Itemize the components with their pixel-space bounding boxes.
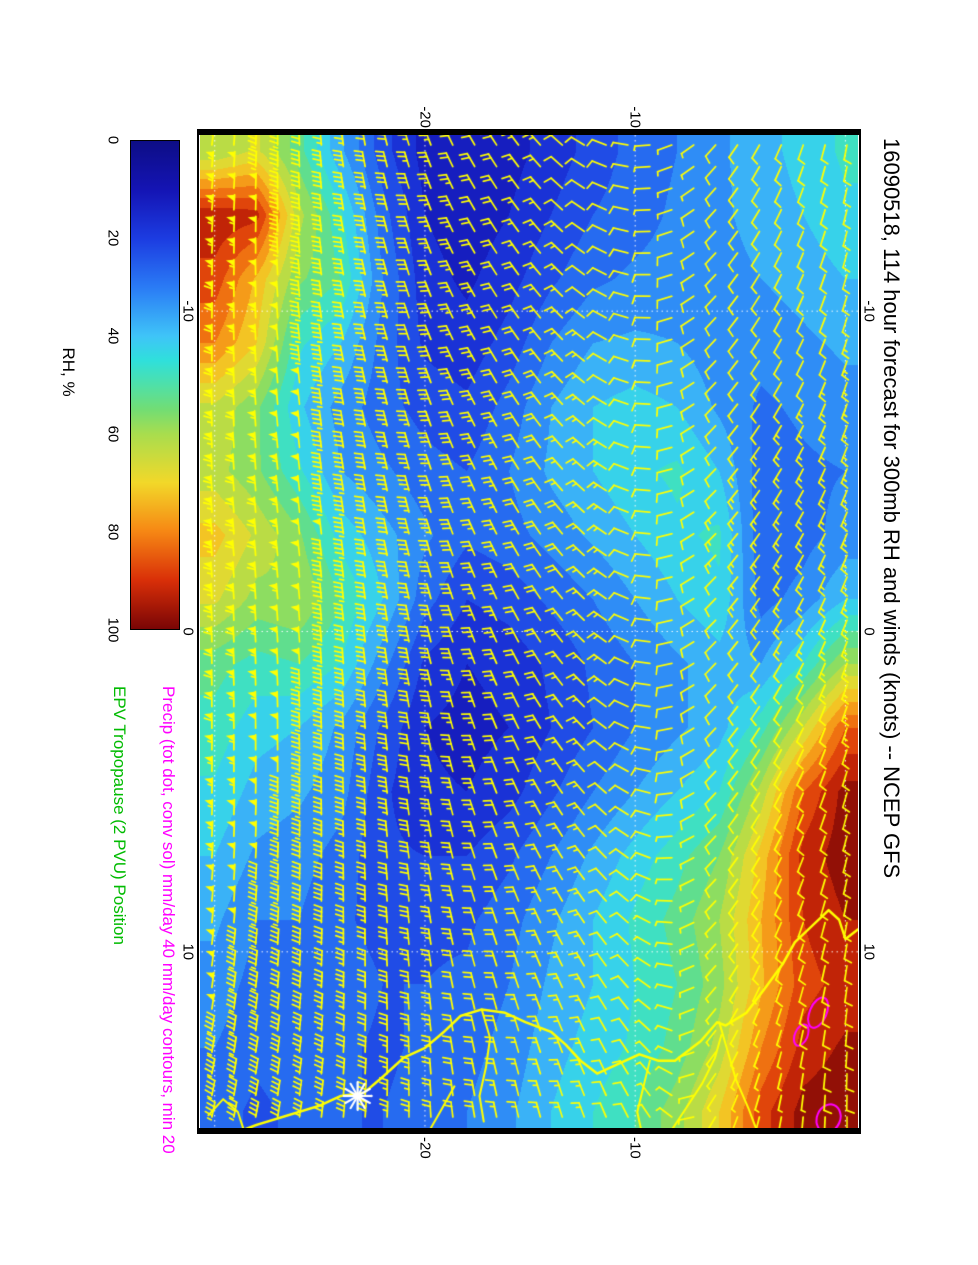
epv-tropopause-caption: EPV Tropopause (2 PVU) Position — [110, 686, 129, 945]
precip-caption: Precip (tot dot, conv sol) mm/day 40 mm/… — [159, 686, 178, 1154]
colorbar-tick-label: 20 — [104, 229, 122, 247]
colorbar-gradient — [130, 140, 180, 630]
x-axis-tick-bottom: 10 — [179, 943, 197, 961]
colorbar-tick-label: 40 — [104, 327, 122, 345]
x-axis-tick-top: -10 — [860, 300, 878, 323]
colorbar-tick-label: 0 — [104, 135, 122, 145]
colorbar-tick-label: 60 — [104, 425, 122, 443]
x-axis-tick-top: 0 — [860, 627, 878, 636]
x-axis-tick-bottom: 0 — [179, 627, 197, 636]
x-axis-tick-bottom: -10 — [179, 300, 197, 323]
figure-title: 16090518, 114 hour forecast for 300mb RH… — [879, 138, 904, 879]
y-axis-tick-left: -10 — [626, 106, 644, 128]
colorbar-tick-label: 100 — [104, 617, 122, 643]
y-axis-tick-right: -10 — [626, 1137, 644, 1159]
forecast-map-canvas — [200, 135, 858, 1128]
colorbar-label: RH, % — [59, 347, 78, 397]
x-axis-tick-top: 10 — [860, 943, 878, 961]
colorbar-tick-label: 80 — [104, 523, 122, 541]
y-axis-tick-right: -20 — [416, 1137, 434, 1159]
y-axis-tick-left: -20 — [416, 106, 434, 128]
